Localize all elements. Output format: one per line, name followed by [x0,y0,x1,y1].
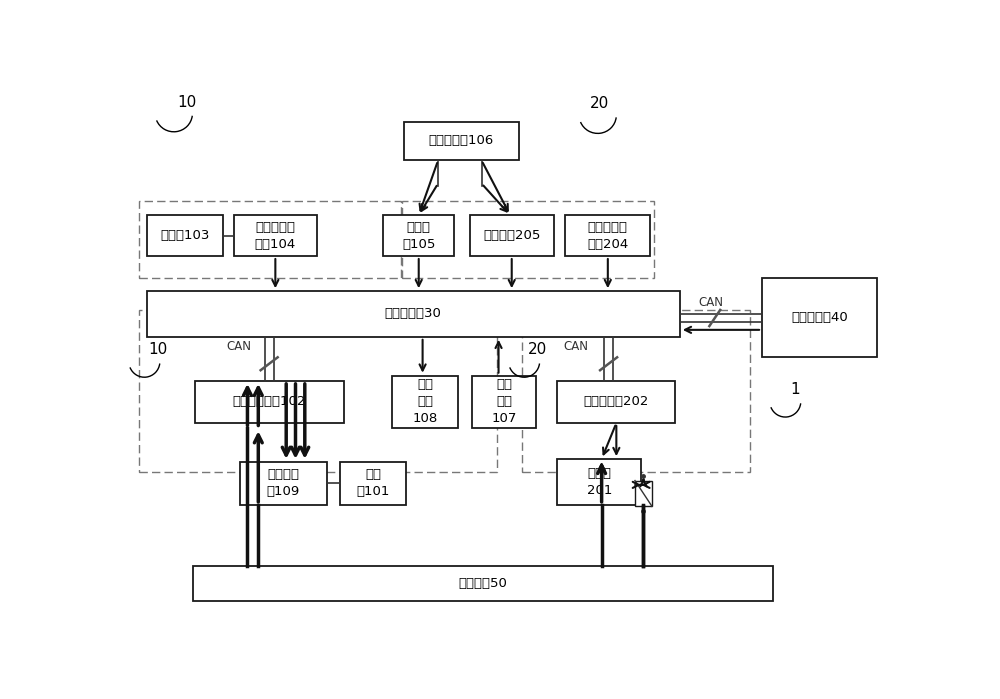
FancyBboxPatch shape [240,462,326,505]
Text: 第二温度传
感器204: 第二温度传 感器204 [587,221,628,251]
FancyBboxPatch shape [635,480,652,506]
FancyBboxPatch shape [147,215,223,256]
FancyBboxPatch shape [557,381,675,423]
Text: 压缩机总
成109: 压缩机总 成109 [266,468,300,498]
Text: CAN: CAN [698,296,723,309]
FancyBboxPatch shape [470,215,554,256]
FancyBboxPatch shape [340,462,406,505]
Text: 10: 10 [178,95,197,110]
Text: 制冷开
关105: 制冷开 关105 [402,221,435,251]
Text: 冷凝
风扇
108: 冷凝 风扇 108 [413,378,438,426]
FancyBboxPatch shape [193,565,773,600]
FancyBboxPatch shape [557,459,641,505]
FancyBboxPatch shape [762,278,877,357]
Text: CAN: CAN [564,340,589,353]
Text: 1: 1 [790,382,800,397]
FancyBboxPatch shape [147,291,680,337]
Text: 压力
开关
107: 压力 开关 107 [491,378,517,426]
Text: 动力电池50: 动力电池50 [459,577,507,589]
Text: 加热控制器202: 加热控制器202 [584,396,649,408]
Text: 压缩
机101: 压缩 机101 [357,468,390,498]
Text: 整车控制器40: 整车控制器40 [791,311,848,324]
FancyBboxPatch shape [195,381,344,423]
Text: 10: 10 [148,343,168,357]
Text: 加热开关205: 加热开关205 [483,229,540,242]
FancyBboxPatch shape [565,215,650,256]
FancyBboxPatch shape [234,215,317,256]
Text: 第一温度传
感器104: 第一温度传 感器104 [255,221,296,251]
Text: 压缩机控制器102: 压缩机控制器102 [232,396,306,408]
Text: CAN: CAN [226,340,251,353]
Text: 加热器
201: 加热器 201 [587,467,612,497]
FancyBboxPatch shape [392,375,458,428]
Text: 空调管理器30: 空调管理器30 [385,308,442,320]
Text: 20: 20 [528,343,547,357]
Text: 20: 20 [590,96,609,111]
FancyBboxPatch shape [383,215,454,256]
Text: 鼓风机开关106: 鼓风机开关106 [429,134,494,147]
FancyBboxPatch shape [472,375,536,428]
FancyBboxPatch shape [404,122,519,160]
Text: 蒸发器103: 蒸发器103 [160,229,209,242]
